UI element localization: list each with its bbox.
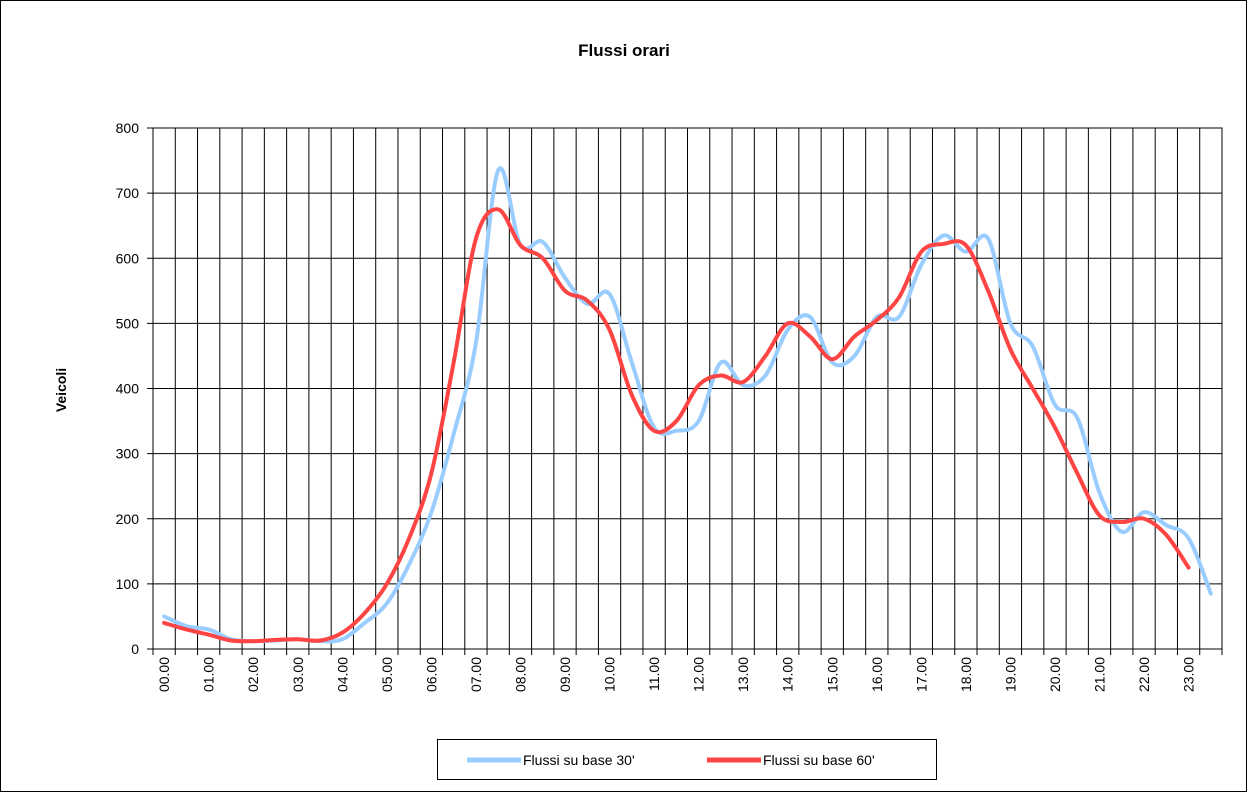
chart-title: Flussi orari	[578, 41, 670, 60]
x-tick-label: 16.00	[869, 657, 885, 692]
y-tick-label: 600	[116, 250, 140, 266]
x-tick-label: 02.00	[245, 657, 261, 692]
x-tick-label: 12.00	[691, 657, 707, 692]
x-tick-label: 19.00	[1002, 657, 1018, 692]
x-tick-label: 18.00	[958, 657, 974, 692]
x-tick-label: 05.00	[379, 657, 395, 692]
x-tick-label: 13.00	[735, 657, 751, 692]
x-tick-label: 00.00	[156, 657, 172, 692]
plot-border	[152, 127, 1223, 650]
y-tick-label: 800	[116, 120, 140, 136]
y-tick-label: 200	[116, 511, 140, 527]
series-line	[162, 207, 1191, 644]
y-axis-label: Veicoli	[53, 368, 69, 412]
y-tick-label: 700	[116, 185, 140, 201]
x-tick-label: 08.00	[512, 657, 528, 692]
x-tick-label: 17.00	[913, 657, 929, 692]
y-tick-label: 500	[116, 315, 140, 331]
y-tick-label: 300	[116, 446, 140, 462]
x-tick-label: 03.00	[290, 657, 306, 692]
x-tick-label: 10.00	[602, 657, 618, 692]
x-tick-label: 04.00	[334, 657, 350, 692]
y-tick-label: 100	[116, 576, 140, 592]
x-tick-label: 21.00	[1092, 657, 1108, 692]
x-tick-label: 20.00	[1047, 657, 1063, 692]
x-tick-label: 23.00	[1181, 657, 1197, 692]
x-tick-label: 11.00	[646, 657, 662, 691]
x-tick-label: 07.00	[468, 657, 484, 692]
legend-label: Flussi su base 30'	[523, 752, 635, 768]
legend-label: Flussi su base 60'	[763, 752, 875, 768]
x-tick-label: 09.00	[557, 657, 573, 692]
x-tick-label: 22.00	[1136, 657, 1152, 692]
x-tick-label: 15.00	[824, 657, 840, 692]
y-tick-label: 400	[116, 381, 140, 397]
x-tick-label: 14.00	[780, 657, 796, 692]
x-tick-label: 06.00	[423, 657, 439, 692]
x-tick-label: 01.00	[201, 657, 217, 692]
y-tick-label: 0	[131, 641, 139, 657]
series-line	[162, 166, 1213, 644]
